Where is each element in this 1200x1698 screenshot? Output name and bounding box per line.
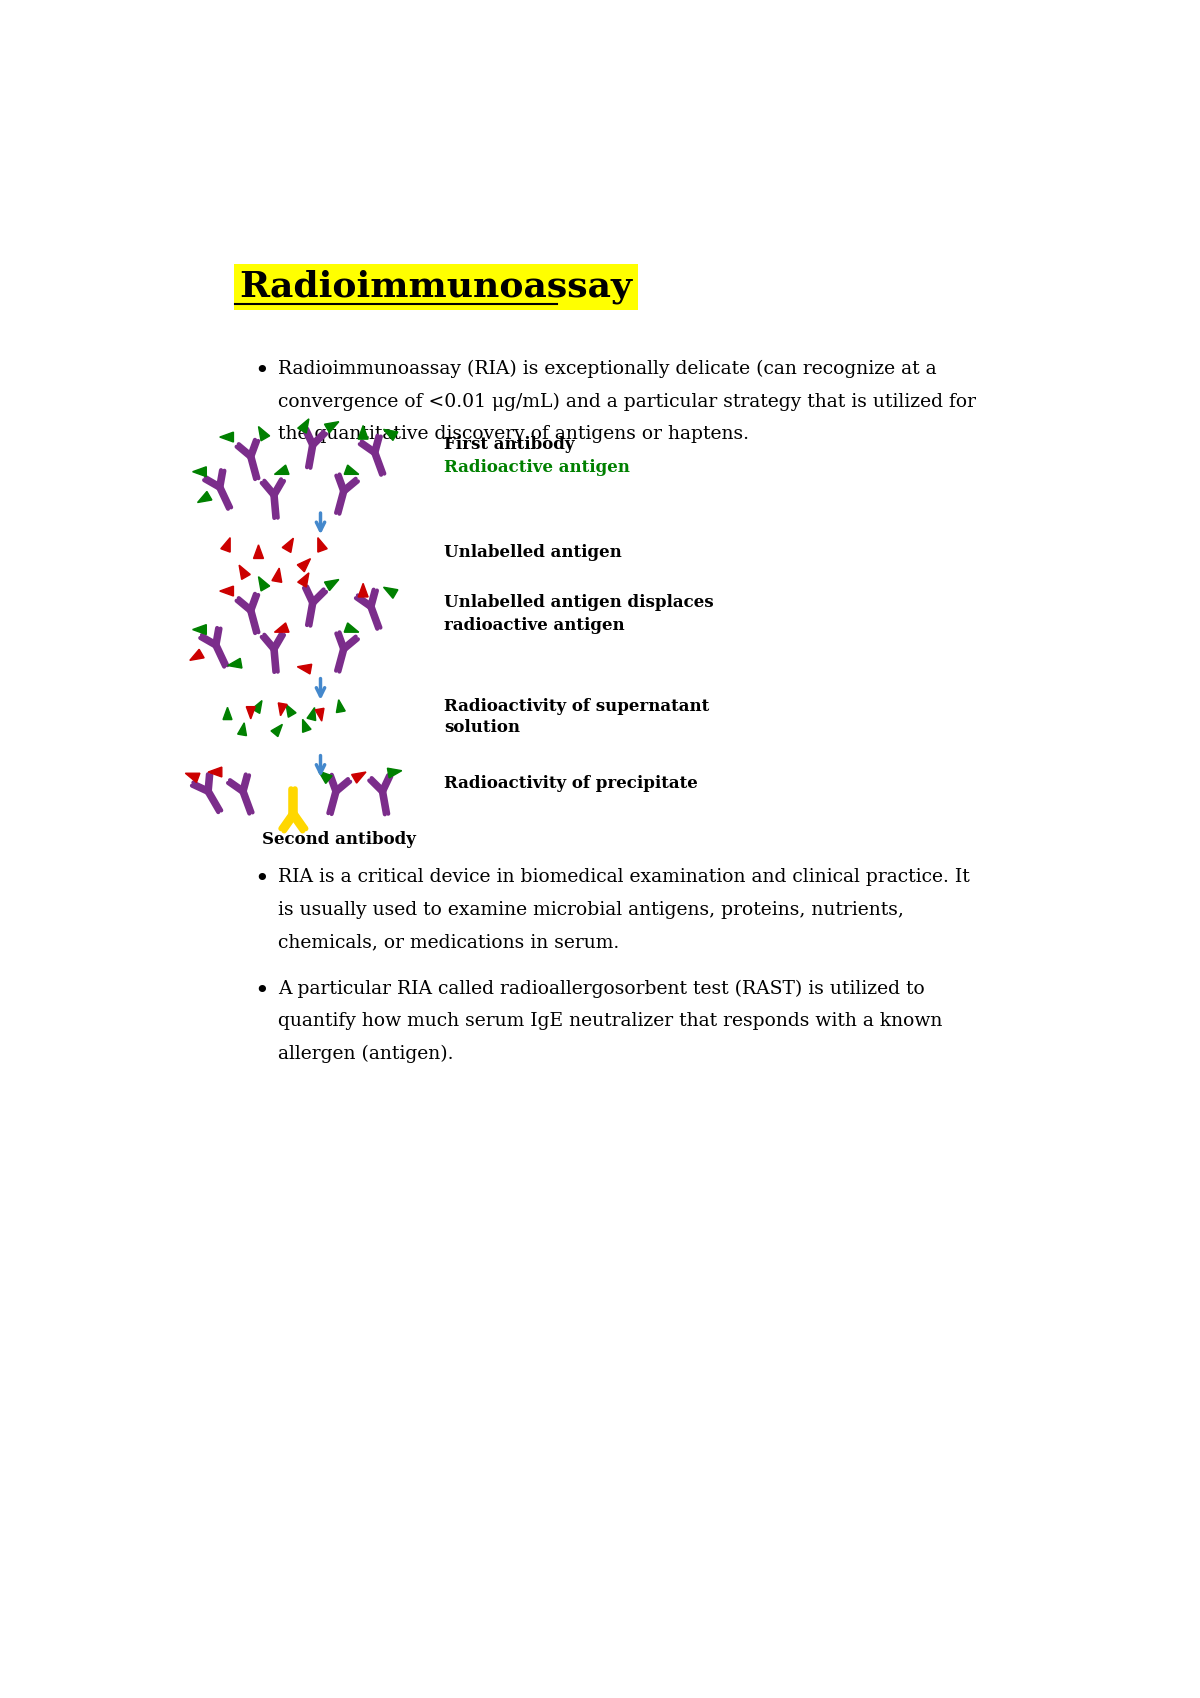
Text: Radioactivity of precipitate: Radioactivity of precipitate bbox=[444, 774, 698, 791]
Polygon shape bbox=[272, 569, 282, 582]
Polygon shape bbox=[253, 545, 264, 559]
Text: the quantitative discovery of antigens or haptens.: the quantitative discovery of antigens o… bbox=[278, 424, 749, 443]
Text: •: • bbox=[254, 360, 269, 384]
Text: RIA is a critical device in biomedical examination and clinical practice. It: RIA is a critical device in biomedical e… bbox=[278, 868, 970, 886]
Polygon shape bbox=[318, 538, 328, 552]
Polygon shape bbox=[220, 586, 234, 596]
Polygon shape bbox=[384, 430, 398, 440]
Polygon shape bbox=[358, 584, 368, 598]
Polygon shape bbox=[388, 767, 402, 778]
Text: solution: solution bbox=[444, 718, 521, 735]
Polygon shape bbox=[344, 623, 359, 632]
Polygon shape bbox=[220, 431, 234, 441]
Polygon shape bbox=[302, 720, 311, 732]
Polygon shape bbox=[278, 703, 287, 715]
Polygon shape bbox=[239, 565, 251, 579]
Polygon shape bbox=[275, 623, 289, 632]
Text: Unlabelled antigen: Unlabelled antigen bbox=[444, 543, 623, 560]
Polygon shape bbox=[190, 649, 204, 661]
Text: radioactive antigen: radioactive antigen bbox=[444, 616, 625, 635]
Polygon shape bbox=[193, 625, 206, 635]
Polygon shape bbox=[318, 771, 332, 783]
Polygon shape bbox=[282, 538, 293, 552]
Text: allergen (antigen).: allergen (antigen). bbox=[278, 1044, 454, 1063]
Polygon shape bbox=[352, 773, 366, 783]
Polygon shape bbox=[193, 467, 206, 477]
Text: •: • bbox=[254, 868, 269, 891]
Polygon shape bbox=[221, 538, 230, 552]
Text: Radioimmunoassay: Radioimmunoassay bbox=[239, 270, 632, 304]
Text: Radioactive antigen: Radioactive antigen bbox=[444, 460, 630, 477]
Polygon shape bbox=[228, 659, 242, 667]
Text: First antibody: First antibody bbox=[444, 436, 575, 453]
Polygon shape bbox=[384, 588, 398, 598]
Polygon shape bbox=[324, 579, 338, 591]
Text: A particular RIA called radioallergosorbent test (RAST) is utilized to: A particular RIA called radioallergosorb… bbox=[278, 980, 925, 998]
Polygon shape bbox=[298, 559, 311, 572]
Polygon shape bbox=[275, 465, 289, 474]
Text: Radioactivity of supernatant: Radioactivity of supernatant bbox=[444, 698, 709, 715]
Text: •: • bbox=[254, 980, 269, 1004]
Text: Radioimmunoassay (RIA) is exceptionally delicate (can recognize at a: Radioimmunoassay (RIA) is exceptionally … bbox=[278, 360, 936, 379]
Text: convergence of <0.01 μg/mL) and a particular strategy that is utilized for: convergence of <0.01 μg/mL) and a partic… bbox=[278, 392, 976, 411]
Polygon shape bbox=[185, 773, 200, 783]
Text: chemicals, or medications in serum.: chemicals, or medications in serum. bbox=[278, 932, 619, 951]
Polygon shape bbox=[258, 426, 270, 441]
Polygon shape bbox=[271, 725, 282, 737]
Polygon shape bbox=[286, 705, 296, 717]
Polygon shape bbox=[298, 572, 308, 588]
Polygon shape bbox=[298, 664, 312, 674]
Text: quantify how much serum IgE neutralizer that responds with a known: quantify how much serum IgE neutralizer … bbox=[278, 1012, 942, 1031]
Text: is usually used to examine microbial antigens, proteins, nutrients,: is usually used to examine microbial ant… bbox=[278, 900, 904, 919]
Polygon shape bbox=[208, 767, 222, 778]
Polygon shape bbox=[358, 426, 368, 440]
Polygon shape bbox=[307, 708, 316, 720]
Polygon shape bbox=[298, 419, 308, 433]
Polygon shape bbox=[252, 701, 262, 713]
Polygon shape bbox=[324, 421, 338, 433]
Text: Second antibody: Second antibody bbox=[263, 832, 416, 849]
Polygon shape bbox=[258, 577, 270, 591]
Polygon shape bbox=[238, 723, 246, 735]
Polygon shape bbox=[336, 700, 346, 713]
Polygon shape bbox=[344, 465, 359, 474]
Polygon shape bbox=[198, 491, 212, 503]
Polygon shape bbox=[316, 708, 324, 722]
Polygon shape bbox=[246, 706, 256, 718]
Text: Unlabelled antigen displaces: Unlabelled antigen displaces bbox=[444, 594, 714, 611]
Polygon shape bbox=[223, 708, 232, 720]
